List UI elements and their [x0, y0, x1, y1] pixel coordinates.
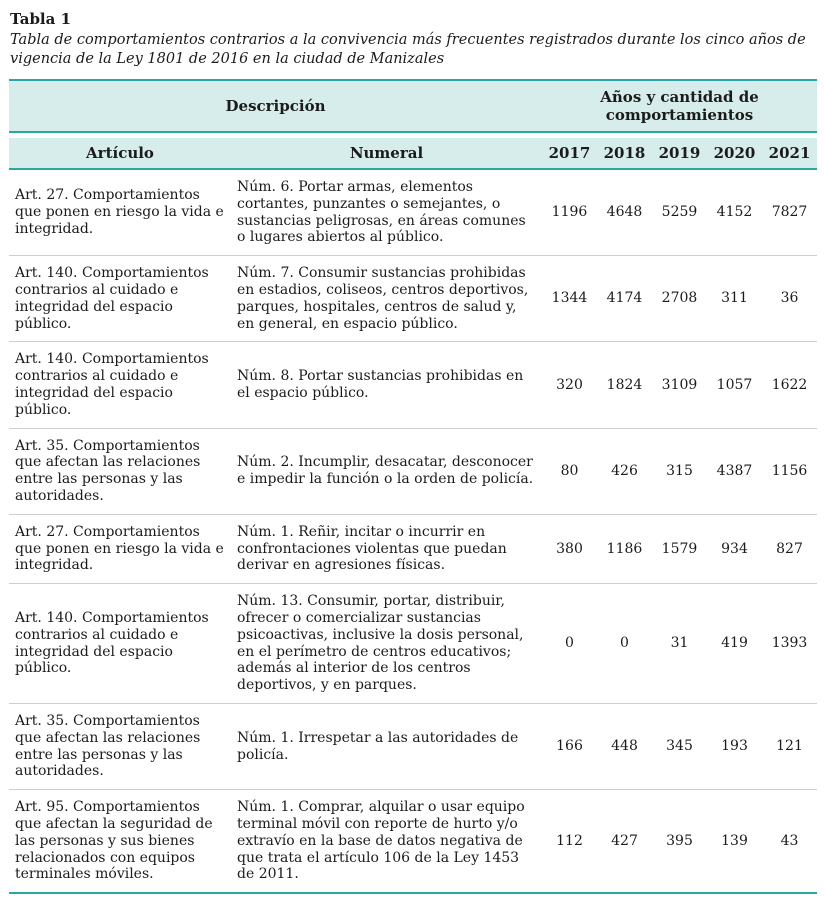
year-value-cell: 827 — [762, 514, 818, 585]
year-value-cell: 1156 — [762, 428, 818, 515]
year-value-cell: 311 — [707, 255, 762, 343]
year-value-cell: 4387 — [707, 428, 762, 515]
year-value-cell: 419 — [707, 583, 762, 705]
articulo-cell: Art. 27. Comportamientos que ponen en ri… — [9, 514, 231, 585]
col-header-2019: 2019 — [652, 138, 707, 171]
year-value-cell: 7827 — [762, 169, 818, 257]
table-caption: Tabla de comportamientos contrarios a la… — [10, 32, 806, 67]
numeral-cell: Núm. 6. Portar armas, elementos cortante… — [231, 169, 542, 257]
column-header-row: Artículo Numeral 2017 2018 2019 2020 202… — [9, 138, 818, 171]
year-value-cell: 0 — [542, 583, 597, 705]
articulo-cell: Art. 27. Comportamientos que ponen en ri… — [9, 169, 231, 257]
table-row: Art. 140. Comportamientos contrarios al … — [9, 341, 818, 429]
col-header-2018: 2018 — [597, 138, 652, 171]
col-header-2021: 2021 — [762, 138, 818, 171]
articulo-cell: Art. 95. Comportamientos que afectan la … — [9, 789, 231, 895]
year-value-cell: 426 — [597, 428, 652, 515]
year-value-cell: 4174 — [597, 255, 652, 343]
year-value-cell: 1344 — [542, 255, 597, 343]
year-value-cell: 395 — [652, 789, 707, 895]
year-value-cell: 315 — [652, 428, 707, 515]
col-header-articulo: Artículo — [9, 138, 231, 171]
articulo-cell: Art. 35. Comportamientos que afectan las… — [9, 428, 231, 515]
year-value-cell: 1196 — [542, 169, 597, 257]
articulo-cell: Art. 140. Comportamientos contrarios al … — [9, 583, 231, 705]
year-value-cell: 4648 — [597, 169, 652, 257]
year-value-cell: 80 — [542, 428, 597, 515]
group-header-row: Descripción Años y cantidad de comportam… — [9, 79, 818, 134]
table-row: Art. 27. Comportamientos que ponen en ri… — [9, 514, 818, 585]
header-spacer — [9, 132, 818, 139]
numeral-cell: Núm. 13. Consumir, portar, distribuir, o… — [231, 583, 542, 705]
year-value-cell: 0 — [597, 583, 652, 705]
group-header-years-label: Años y cantidad de comportamientos — [600, 88, 759, 125]
year-value-cell: 1579 — [652, 514, 707, 585]
year-value-cell: 31 — [652, 583, 707, 705]
year-value-cell: 1057 — [707, 341, 762, 429]
year-value-cell: 5259 — [652, 169, 707, 257]
year-value-cell: 36 — [762, 255, 818, 343]
table-row: Art. 35. Comportamientos que afectan las… — [9, 428, 818, 515]
articulo-cell: Art. 35. Comportamientos que afectan las… — [9, 703, 231, 791]
table-row: Art. 35. Comportamientos que afectan las… — [9, 703, 818, 791]
articulo-cell: Art. 140. Comportamientos contrarios al … — [9, 255, 231, 343]
year-value-cell: 3109 — [652, 341, 707, 429]
numeral-cell: Núm. 8. Portar sustancias prohibidas en … — [231, 341, 542, 429]
numeral-cell: Núm. 2. Incumplir, desacatar, desconocer… — [231, 428, 542, 515]
table-title: Tabla 1 — [10, 10, 72, 28]
group-header-descripcion: Descripción — [9, 79, 542, 134]
data-table: Descripción Años y cantidad de comportam… — [9, 79, 818, 895]
year-value-cell: 43 — [762, 789, 818, 895]
numeral-cell: Núm. 1. Irrespetar a las autoridades de … — [231, 703, 542, 791]
year-value-cell: 320 — [542, 341, 597, 429]
year-value-cell: 1186 — [597, 514, 652, 585]
table-row: Art. 95. Comportamientos que afectan la … — [9, 789, 818, 895]
articulo-cell: Art. 140. Comportamientos contrarios al … — [9, 341, 231, 429]
year-value-cell: 1393 — [762, 583, 818, 705]
year-value-cell: 380 — [542, 514, 597, 585]
numeral-cell: Núm. 7. Consumir sustancias prohibidas e… — [231, 255, 542, 343]
year-value-cell: 448 — [597, 703, 652, 791]
col-header-numeral: Numeral — [231, 138, 542, 171]
numeral-cell: Núm. 1. Reñir, incitar o incurrir en con… — [231, 514, 542, 585]
col-header-2020: 2020 — [707, 138, 762, 171]
year-value-cell: 112 — [542, 789, 597, 895]
year-value-cell: 139 — [707, 789, 762, 895]
year-value-cell: 166 — [542, 703, 597, 791]
year-value-cell: 121 — [762, 703, 818, 791]
year-value-cell: 193 — [707, 703, 762, 791]
year-value-cell: 934 — [707, 514, 762, 585]
year-value-cell: 345 — [652, 703, 707, 791]
year-value-cell: 4152 — [707, 169, 762, 257]
year-value-cell: 1622 — [762, 341, 818, 429]
table-header: Descripción Años y cantidad de comportam… — [9, 79, 818, 171]
col-header-2017: 2017 — [542, 138, 597, 171]
table-row: Art. 140. Comportamientos contrarios al … — [9, 255, 818, 343]
header-spacer-row — [9, 132, 818, 139]
group-header-years: Años y cantidad de comportamientos — [542, 79, 818, 134]
year-value-cell: 2708 — [652, 255, 707, 343]
table-body: Art. 27. Comportamientos que ponen en ri… — [9, 169, 818, 895]
table-row: Art. 27. Comportamientos que ponen en ri… — [9, 169, 818, 257]
numeral-cell: Núm. 1. Comprar, alquilar o usar equipo … — [231, 789, 542, 895]
table-row: Art. 140. Comportamientos contrarios al … — [9, 583, 818, 705]
year-value-cell: 427 — [597, 789, 652, 895]
year-value-cell: 1824 — [597, 341, 652, 429]
